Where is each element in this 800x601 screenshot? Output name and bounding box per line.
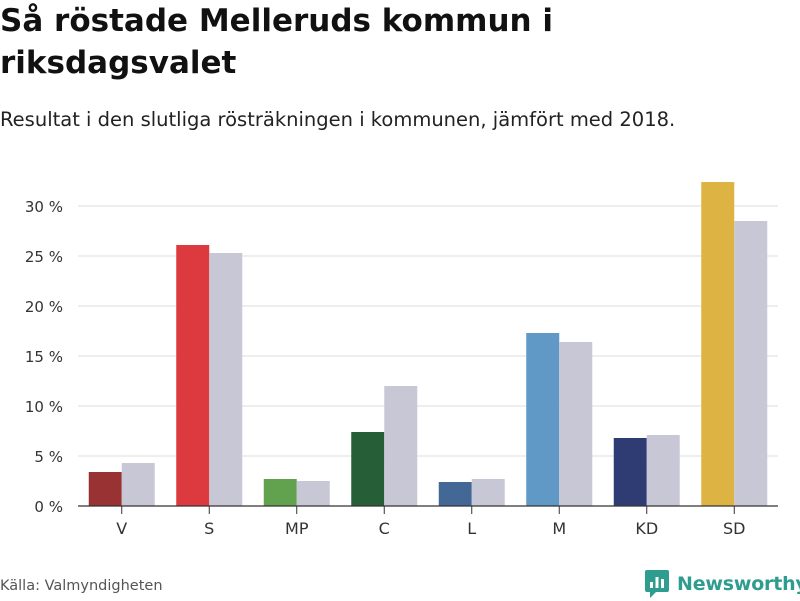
bar-2018-kd[interactable] <box>646 435 680 506</box>
bar-2022-c[interactable] <box>351 432 385 506</box>
x-tick-label: S <box>204 519 214 538</box>
chart-subtitle: Resultat i den slutliga rösträkningen i … <box>0 108 676 131</box>
y-tick-label: 15 % <box>25 348 63 366</box>
x-tick-label: KD <box>635 519 658 538</box>
brand-logo[interactable]: Newsworthy <box>644 567 800 601</box>
x-tick-label: M <box>552 519 566 538</box>
bar-2018-v[interactable] <box>121 463 155 506</box>
bar-2018-sd[interactable] <box>734 221 768 506</box>
chart-title: Så röstade Melleruds kommun i riksdagsva… <box>0 3 554 81</box>
bar-2022-l[interactable] <box>438 482 472 506</box>
bar-2022-s[interactable] <box>176 245 210 506</box>
bar-2022-mp[interactable] <box>263 479 297 506</box>
x-tick-label: C <box>379 519 390 538</box>
bars <box>88 182 768 506</box>
brand-name: Newsworthy <box>677 573 800 595</box>
x-tick-label: SD <box>723 519 745 538</box>
bar-2018-s[interactable] <box>209 253 243 506</box>
bar-2022-kd[interactable] <box>613 438 647 506</box>
bar-2018-c[interactable] <box>384 386 418 506</box>
y-tick-label: 5 % <box>34 448 63 466</box>
source-note: Källa: Valmyndigheten <box>0 578 163 594</box>
y-tick-label: 0 % <box>34 498 63 516</box>
x-tick-label: L <box>467 519 476 538</box>
newsworthy-logo-icon <box>645 570 669 598</box>
bar-2018-m[interactable] <box>559 342 593 506</box>
bar-2022-sd[interactable] <box>701 182 735 506</box>
y-tick-label: 20 % <box>25 298 63 316</box>
bar-2018-mp[interactable] <box>296 481 330 506</box>
x-axis: V S MP C L M KD SD <box>78 505 778 538</box>
bar-2022-m[interactable] <box>526 333 560 506</box>
bar-2018-l[interactable] <box>471 479 505 506</box>
y-axis: 0 % 5 % 10 % 15 % 20 % 25 % 30 % <box>25 198 63 516</box>
y-tick-label: 25 % <box>25 248 63 266</box>
bar-2022-v[interactable] <box>88 472 122 506</box>
x-tick-label: V <box>116 519 127 538</box>
y-tick-label: 10 % <box>25 398 63 416</box>
y-tick-label: 30 % <box>25 198 63 216</box>
x-tick-label: MP <box>285 519 309 538</box>
